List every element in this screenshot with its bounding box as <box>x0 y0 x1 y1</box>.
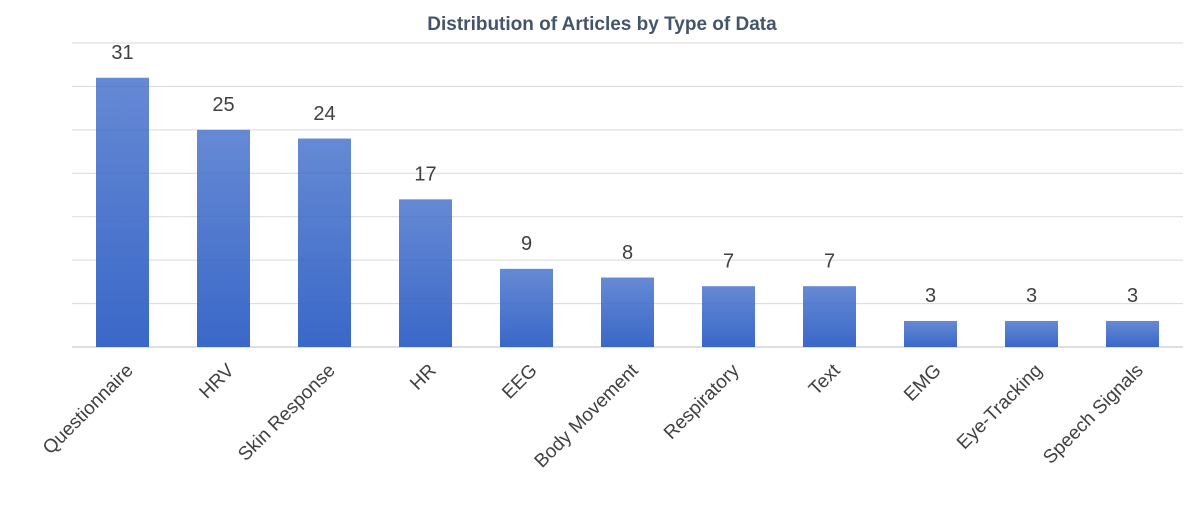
bar <box>702 286 755 347</box>
x-tick-label: Body Movement <box>531 360 643 472</box>
value-label: 3 <box>1127 285 1138 307</box>
x-tick-label: Eye-Tracking <box>953 360 1046 453</box>
x-tick-label: Text <box>805 360 845 400</box>
value-label: 3 <box>925 285 936 307</box>
bar <box>500 268 553 347</box>
value-label: 3 <box>1026 285 1037 307</box>
value-label: 31 <box>111 42 133 64</box>
bar <box>601 277 654 347</box>
bar <box>1106 320 1159 347</box>
bar <box>803 286 856 347</box>
value-label: 7 <box>723 250 734 272</box>
x-tick-label: Skin Response <box>234 360 339 465</box>
value-label: 24 <box>313 103 335 125</box>
value-label: 8 <box>622 242 633 264</box>
x-tick-label: Questionnaire <box>39 360 137 458</box>
x-tick-label: Speech Signals <box>1039 360 1147 468</box>
bar <box>399 199 452 347</box>
bar <box>904 320 957 347</box>
x-tick-label: EMG <box>900 360 945 405</box>
value-label: 7 <box>824 250 835 272</box>
x-tick-label: EEG <box>498 360 541 403</box>
chart-title: Distribution of Articles by Type of Data <box>427 14 777 35</box>
value-label: 25 <box>212 94 234 116</box>
value-label: 17 <box>414 164 436 186</box>
x-tick-label: HR <box>406 360 440 394</box>
bar <box>1005 320 1058 347</box>
value-label: 9 <box>521 233 532 255</box>
x-tick-label: HRV <box>196 360 239 403</box>
bar <box>298 138 351 347</box>
bar <box>96 77 149 347</box>
x-tick-label: Respiratory <box>660 360 744 444</box>
bar <box>197 129 250 347</box>
